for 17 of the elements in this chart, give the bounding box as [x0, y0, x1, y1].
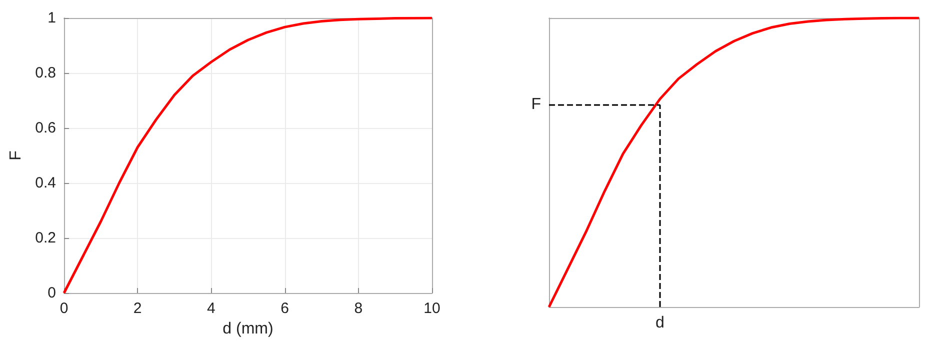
x-tick-label: 2 [133, 300, 142, 317]
line-series [62, 16, 434, 294]
y-tick-label: 0.2 [35, 230, 56, 246]
ref-line-label: F [531, 96, 542, 114]
x-axis-title: d (mm) [222, 320, 274, 338]
y-tick-label: 1 [48, 10, 56, 26]
x-tick-label: 10 [424, 300, 440, 317]
y-tick-label: 0.4 [35, 174, 56, 192]
y-tick-label: 0.6 [35, 120, 56, 136]
x-tick-label: 0 [60, 300, 68, 317]
y-axis-title: F [8, 150, 24, 160]
x-tick-label: 4 [207, 300, 216, 317]
text: d [656, 314, 664, 332]
x-tick-label: 8 [354, 300, 363, 317]
y-tick-label: 0.8 [35, 64, 56, 82]
x-tick-label: 6 [280, 300, 289, 317]
y-tick-label: 0 [48, 284, 56, 302]
